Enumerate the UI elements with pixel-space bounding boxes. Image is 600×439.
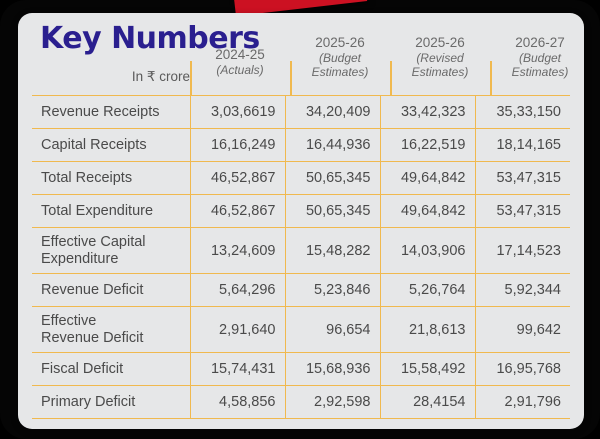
table-cell-value: 34,20,409 xyxy=(284,95,380,129)
column-divider xyxy=(390,61,392,95)
table-row: Effective Revenue Deficit 2,91,640 96,654 21… xyxy=(32,306,570,353)
table-cell-value: 2,91,796 xyxy=(474,385,570,419)
table-row: Effective Capital Expenditure 13,24,609 15,… xyxy=(32,227,570,274)
column-header-year: 2025-26 xyxy=(415,35,465,50)
table-cell-value: 50,65,345 xyxy=(284,161,380,195)
column-header-year: 2025-26 xyxy=(315,35,365,50)
table-row: Fiscal Deficit 15,74,431 15,68,936 15,58,49… xyxy=(32,352,570,386)
table-cell-value: 15,68,936 xyxy=(284,352,380,386)
row-label: Total Expenditure xyxy=(32,194,190,228)
column-header-subtype: (Actuals) xyxy=(216,62,264,77)
table-row: Revenue Receipts 3,03,6619 34,20,409 33,42,… xyxy=(32,95,570,129)
table-cell-value: 13,24,609 xyxy=(189,227,285,274)
table-cell-value: 4,58,856 xyxy=(189,385,285,419)
row-label-line: Revenue Deficit xyxy=(41,329,144,346)
table-cell-value: 35,33,150 xyxy=(474,95,570,129)
column-header-subtype-2: Estimates) xyxy=(311,65,369,80)
column-header-2025-26-budget-estimates: 2025-26 (Budget Estimates) xyxy=(290,35,390,79)
table-cell-value: 16,16,249 xyxy=(189,128,285,162)
row-label: Effective Capital Expenditure xyxy=(32,227,190,274)
table-cell-value: 96,654 xyxy=(284,306,380,353)
row-label: Revenue Receipts xyxy=(32,95,190,129)
table-cell-value: 15,48,282 xyxy=(284,227,380,274)
table-cell-value: 5,92,344 xyxy=(474,273,570,307)
table-cell-value: 2,92,598 xyxy=(284,385,380,419)
column-header-subtype-1: (Revised xyxy=(416,50,464,65)
table-cell-value: 49,64,842 xyxy=(379,194,475,228)
table-row: Primary Deficit 4,58,856 2,92,598 28,4154 2,… xyxy=(32,385,570,419)
unit-label: In ₹ crore xyxy=(131,69,190,84)
table-cell-value: 18,14,165 xyxy=(474,128,570,162)
table-cell-value: 16,95,768 xyxy=(474,352,570,386)
column-divider xyxy=(490,61,492,95)
key-numbers-table: Revenue Receipts 3,03,6619 34,20,409 33,42,… xyxy=(32,95,570,419)
table-cell-value: 2,91,640 xyxy=(189,306,285,353)
card-header: Key Numbers In ₹ crore 2024-25 (Actuals)… xyxy=(18,13,584,95)
column-divider xyxy=(190,61,192,95)
table-cell-value: 53,47,315 xyxy=(474,194,570,228)
table-cell-value: 15,74,431 xyxy=(189,352,285,386)
table-row: Capital Receipts 16,16,249 16,44,936 16,22,… xyxy=(32,128,570,162)
table-cell-value: 16,22,519 xyxy=(379,128,475,162)
table-cell-value: 99,642 xyxy=(474,306,570,353)
row-label: Revenue Deficit xyxy=(32,273,190,307)
table-cell-value: 53,47,315 xyxy=(474,161,570,195)
table-cell-value: 14,03,906 xyxy=(379,227,475,274)
row-label-line: Effective xyxy=(41,312,97,329)
column-header-subtype-1: (Budget xyxy=(318,50,362,65)
table-cell-value: 46,52,867 xyxy=(189,161,285,195)
table-cell-value: 5,26,764 xyxy=(379,273,475,307)
table-cell-value: 33,42,323 xyxy=(379,95,475,129)
key-numbers-table-wrap: Revenue Receipts 3,03,6619 34,20,409 33,42,… xyxy=(32,95,570,419)
table-row: Total Receipts 46,52,867 50,65,345 49,64,84… xyxy=(32,161,570,195)
table-cell-value: 49,64,842 xyxy=(379,161,475,195)
table-body: Revenue Receipts 3,03,6619 34,20,409 33,42,… xyxy=(32,95,570,419)
row-label: Capital Receipts xyxy=(32,128,190,162)
row-label: Effective Revenue Deficit xyxy=(32,306,190,353)
table-cell-value: 5,64,296 xyxy=(189,273,285,307)
table-cell-value: 16,44,936 xyxy=(284,128,380,162)
column-header-year: 2024-25 xyxy=(215,47,265,62)
table-cell-value: 5,23,846 xyxy=(284,273,380,307)
column-header-subtype-2: Estimates) xyxy=(411,65,469,80)
row-label: Total Receipts xyxy=(32,161,190,195)
table-cell-value: 50,65,345 xyxy=(284,194,380,228)
page-title: Key Numbers xyxy=(40,21,260,56)
row-label: Fiscal Deficit xyxy=(32,352,190,386)
column-header-2024-25-actuals: 2024-25 (Actuals) xyxy=(190,47,290,77)
table-cell-value: 28,4154 xyxy=(379,385,475,419)
table-cell-value: 3,03,6619 xyxy=(189,95,285,129)
column-header-subtype-1: (Budget xyxy=(518,50,562,65)
column-header-year: 2026-27 xyxy=(515,35,565,50)
key-numbers-card: Key Numbers In ₹ crore 2024-25 (Actuals)… xyxy=(18,13,584,429)
table-row: Revenue Deficit 5,64,296 5,23,846 5,26,764 5… xyxy=(32,273,570,307)
table-row: Total Expenditure 46,52,867 50,65,345 49,64… xyxy=(32,194,570,228)
table-cell-value: 15,58,492 xyxy=(379,352,475,386)
column-header-subtype-2: Estimates) xyxy=(511,65,569,80)
row-label: Primary Deficit xyxy=(32,385,190,419)
row-label-line: Expenditure xyxy=(41,250,119,267)
column-divider xyxy=(290,61,292,95)
table-cell-value: 46,52,867 xyxy=(189,194,285,228)
column-header-2025-26-revised-estimates: 2025-26 (Revised Estimates) xyxy=(390,35,490,79)
column-header-2026-27-budget-estimates: 2026-27 (Budget Estimates) xyxy=(490,35,584,79)
table-cell-value: 21,8,613 xyxy=(379,306,475,353)
row-label-line: Effective Capital xyxy=(41,233,146,250)
table-cell-value: 17,14,523 xyxy=(474,227,570,274)
